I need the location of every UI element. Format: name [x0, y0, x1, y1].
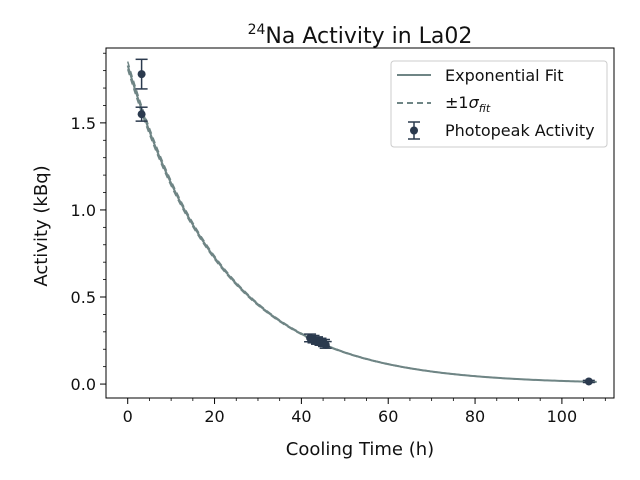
fit-line — [126, 65, 597, 383]
y-tick-label: 1.5 — [71, 114, 96, 133]
x-tick-label: 40 — [291, 407, 311, 426]
y-tick-label: 1.0 — [71, 201, 96, 220]
legend-sigma-label: ±1σfit — [445, 93, 491, 115]
legend-sigma-symbol: σ — [469, 93, 480, 112]
data-point — [135, 106, 148, 122]
legend-fit-label: Exponential Fit — [445, 66, 563, 85]
x-tick-label: 20 — [204, 407, 224, 426]
plot-series-layer — [126, 58, 597, 386]
x-axis: 0 20 40 60 80 100 — [123, 398, 606, 426]
data-point — [135, 58, 148, 90]
x-tick-label: 80 — [465, 407, 485, 426]
y-tick-label: 0.5 — [71, 288, 96, 307]
y-axis: 0.0 0.5 1.0 1.5 — [71, 52, 106, 394]
legend: Exponential Fit ±1σfit Photopeak Activit… — [390, 60, 608, 148]
legend-sigma-subscript: fit — [479, 102, 491, 115]
x-tick-label: 60 — [378, 407, 398, 426]
data-marker — [137, 110, 146, 119]
plot-frame — [105, 47, 615, 399]
legend-points-label: Photopeak Activity — [445, 121, 595, 140]
legend-points-swatch — [408, 121, 420, 140]
legend-sigma-prefix: ±1 — [445, 93, 469, 112]
x-tick-label: 100 — [547, 407, 578, 426]
data-marker — [321, 340, 330, 349]
data-marker — [137, 70, 146, 79]
data-marker — [584, 377, 593, 386]
chart-title: 24Na Activity in La02 — [248, 22, 473, 49]
chart-title-text: Na Activity in La02 — [265, 24, 472, 49]
y-tick-label: 0.0 — [71, 375, 96, 394]
x-tick-label: 0 — [123, 407, 133, 426]
data-point — [582, 377, 595, 386]
y-axis-label: Activity (kBq) — [31, 165, 52, 286]
data-point — [319, 340, 332, 349]
x-axis-label: Cooling Time (h) — [286, 439, 434, 460]
chart-title-superscript: 24 — [248, 22, 266, 38]
legend-box — [390, 60, 608, 148]
